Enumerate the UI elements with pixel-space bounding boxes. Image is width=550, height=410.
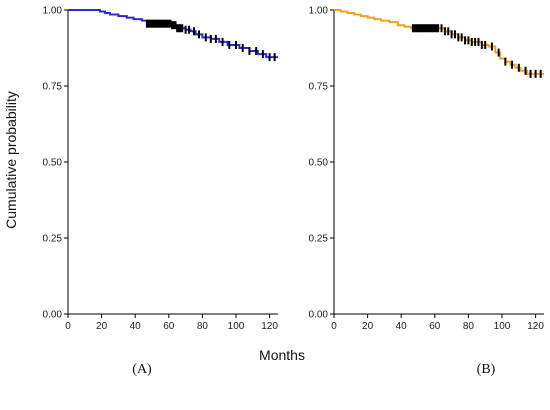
- panel-a-x-tick-label: 100: [228, 321, 245, 332]
- panel-b-x-tick-label: 80: [463, 321, 475, 332]
- panel-a-y-tick-label: 0.25: [43, 234, 63, 245]
- x-axis-label: Months: [259, 347, 305, 363]
- panel-b-x-tick-label: 100: [494, 321, 511, 332]
- panel-b-x-tick-label: 0: [331, 321, 337, 332]
- panel-a-x-tick-label: 80: [197, 321, 209, 332]
- panel-b-y-tick-label: 1.00: [309, 6, 329, 17]
- panel-a-y-tick-label: 0.00: [43, 310, 63, 321]
- panel-b-x-tick-label: 120: [527, 321, 544, 332]
- panel-b-x-tick-label: 40: [396, 321, 408, 332]
- panel-a-label: (A): [132, 362, 152, 377]
- panel-a-x-tick-label: 60: [163, 321, 175, 332]
- panel-b-x-tick-label: 60: [429, 321, 441, 332]
- panel-b-y-tick-label: 0.75: [309, 82, 329, 93]
- panel-a-survival-curve: [68, 9, 278, 59]
- panel-a-y-tick-label: 0.50: [43, 158, 63, 169]
- panel-b-x-tick-label: 20: [362, 321, 374, 332]
- y-axis-label: Cumulative probability: [3, 91, 19, 229]
- panel-a-x-tick-label: 40: [130, 321, 142, 332]
- panel-a-x-tick-label: 20: [96, 321, 108, 332]
- panel-b-y-tick-label: 0.25: [309, 234, 329, 245]
- panel-b-label: (B): [477, 362, 496, 377]
- panel-a-y-tick-label: 0.75: [43, 82, 63, 93]
- panel-b-chart: 0.00 0.25 0.50 0.75 1.00 0 20 40 60 80 100 120: [309, 6, 545, 333]
- panel-a-x-tick-label: 120: [261, 321, 278, 332]
- panel-a-y-tick-label: 1.00: [43, 6, 63, 17]
- panel-a-chart: 0.00 0.25 0.50 0.75 1.00 0 20 40 60 80 100 120: [43, 6, 279, 333]
- panel-b-y-tick-label: 0.50: [309, 158, 329, 169]
- panel-b-y-tick-label: 0.00: [309, 310, 329, 321]
- panel-a-x-tick-label: 0: [65, 321, 71, 332]
